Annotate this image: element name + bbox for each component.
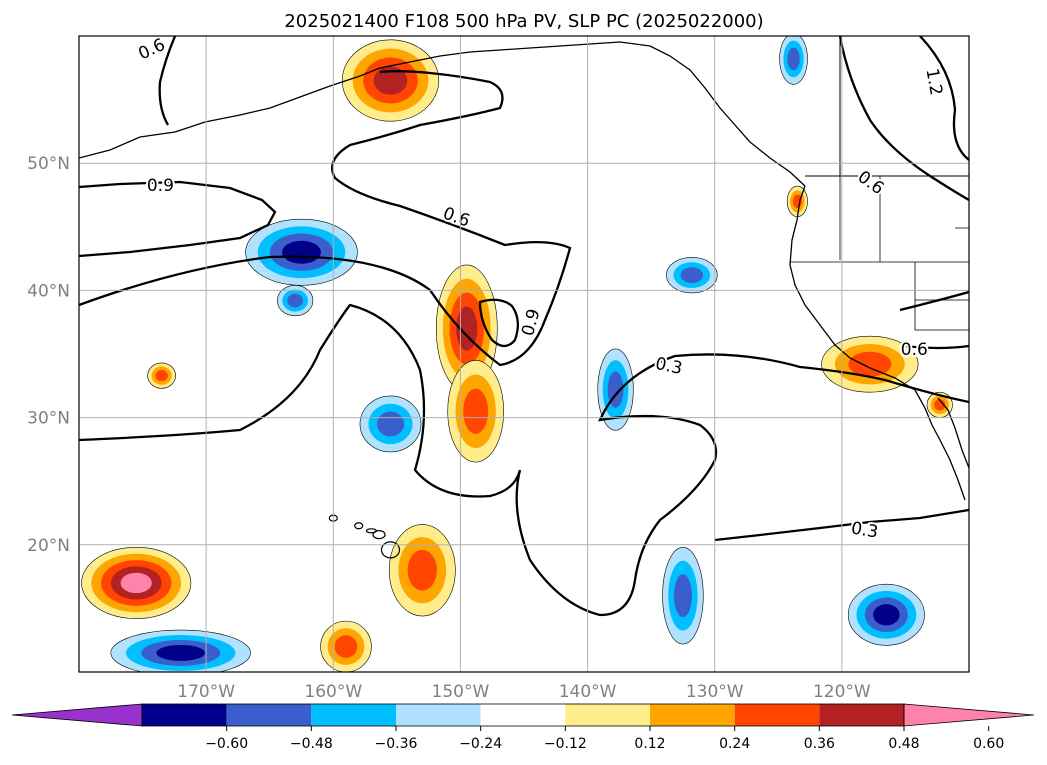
colorbar-segment [396, 704, 481, 726]
pv-anomaly-neg-southwest [110, 629, 251, 672]
colorbar-segment [311, 704, 396, 726]
baja-coastline [937, 397, 969, 469]
pv-anomaly-ring [680, 267, 704, 284]
colorbar-tick-label: −0.24 [459, 736, 502, 752]
pv-anomaly-pos-hawaii-east [388, 524, 456, 617]
pv-anomaly-neg-central [359, 395, 422, 453]
contour-label: 0.3 [850, 518, 880, 542]
slp-contour-0.9-northwest [79, 180, 277, 258]
coastline-layer [79, 36, 969, 501]
pv-anomaly-ring [334, 635, 358, 658]
contour-label: 0.6 [901, 340, 928, 360]
alaska-coastline [79, 41, 806, 187]
graticule-layer [79, 36, 969, 672]
colorbar-tick-label: 0.60 [973, 736, 1004, 752]
pv-anomaly-neg-north-central [245, 218, 358, 286]
map-panel: 0.60.90.60.90.30.60.61.20.3 [79, 36, 969, 672]
map-frame [78, 35, 970, 673]
colorbar-tick-label: −0.60 [205, 736, 248, 752]
us-west-coastline [789, 185, 966, 501]
pv-anomaly-ring [873, 604, 900, 626]
pv-anomaly-ring [934, 399, 946, 411]
colorbar-tick-label: 0.48 [888, 736, 919, 752]
pv-anomaly-pos-baja [926, 391, 953, 418]
colorbar-tick-label: −0.36 [375, 736, 418, 752]
chart-title: 2025021400 F108 500 hPa PV, SLP PC (2025… [284, 11, 763, 32]
pv-anomaly-ring [848, 351, 892, 377]
longitude-tick-label: 140°W [559, 682, 617, 702]
pv-anomaly-neg-south-central [662, 547, 704, 645]
colorbar-extend-low [11, 703, 143, 727]
colorbar-segment [226, 704, 312, 726]
colorbar-segment [565, 704, 650, 726]
latitude-tick-label: 50°N [27, 154, 70, 174]
pv-anomaly-ring [282, 240, 321, 264]
pv-anomaly-ring [787, 47, 800, 71]
pv-anomaly-ring [120, 572, 152, 594]
hawaii-island [354, 522, 364, 530]
latitude-tick-label: 30°N [27, 409, 70, 429]
slp-contour-0.6-central [79, 70, 572, 367]
pv-anomaly-pos-southwest [81, 547, 192, 619]
colorbar-segment [650, 704, 735, 726]
colorbar-segment [819, 704, 904, 726]
longitude-tick-label: 130°W [686, 682, 744, 702]
pv-anomaly-neg-east-north [666, 257, 718, 294]
contour-label: 0.9 [147, 176, 174, 196]
colorbar-segment [480, 704, 566, 726]
latitude-tick-label: 40°N [27, 281, 70, 301]
colorbar-tick-label: 0.36 [804, 736, 835, 752]
slp-contour-layer [79, 36, 969, 617]
longitude-tick-label: 170°W [177, 682, 235, 702]
state-borders [790, 176, 969, 331]
colorbar-segment [142, 704, 227, 726]
colorbar: −0.60 −0.48 −0.36 −0.24 −0.12 0.12 0.24 0.36 0.4… [11, 703, 1035, 752]
hawaii-island [372, 530, 386, 540]
slp-contour-0.9-closed [478, 298, 520, 348]
pv-anomaly-ring [673, 574, 692, 618]
pv-anomaly-pos-small-west [147, 362, 176, 389]
colorbar-frame [141, 703, 905, 727]
pv-anomaly-pos-central-pacific-north [435, 264, 498, 393]
colorbar-extend-high [903, 703, 1035, 727]
pv-anomaly-pos-oregon-coast [786, 185, 808, 217]
slp-contour-0.6-northeast [838, 36, 969, 201]
pv-anomaly-ring [376, 411, 405, 437]
slp-contour-0.6-socal [899, 290, 969, 350]
longitude-axis: 170°W 160°W 150°W 140°W 130°W 120°W [177, 682, 871, 702]
pv-anomaly-ring [287, 293, 304, 308]
longitude-tick-label: 160°W [304, 682, 362, 702]
colorbar-tick-label: −0.12 [544, 736, 587, 752]
pv-anomaly-pos-south-central [320, 620, 372, 672]
slp-contour-1.2-northeast [919, 36, 969, 161]
colorbar-segment [734, 704, 820, 726]
latitude-tick-label: 20°N [27, 536, 70, 556]
colorbar-tick-label: 0.24 [719, 736, 750, 752]
colorbar-tick-label: 0.12 [634, 736, 665, 752]
slp-contour-0.3-south [79, 303, 969, 617]
pv-anomaly-pos-gulf-alaska [341, 39, 440, 122]
pv-anomaly-pos-central-pacific-south [447, 360, 504, 463]
pv-anomaly-ring [155, 369, 168, 382]
pv-anomaly-neg-central-small [277, 285, 314, 317]
slp-contour-0.3-southeast [714, 508, 969, 542]
pv-anomaly-ring [156, 644, 206, 661]
pv-fill-layer [81, 36, 953, 672]
latitude-axis: 20°N 30°N 40°N 50°N [27, 154, 70, 556]
hawaii-island [380, 541, 401, 559]
longitude-tick-label: 120°W [813, 682, 871, 702]
pv-anomaly-ring [373, 66, 408, 95]
pv-anomaly-neg-southeast [847, 583, 925, 646]
colorbar-tick-label: −0.48 [290, 736, 333, 752]
longitude-tick-label: 150°W [432, 682, 490, 702]
pv-anomaly-ring [407, 549, 437, 591]
slp-contour-0.6-west [158, 36, 177, 126]
pv-anomaly-neg-alaska-panhandle [779, 36, 808, 85]
pv-anomaly-ring [463, 388, 489, 434]
